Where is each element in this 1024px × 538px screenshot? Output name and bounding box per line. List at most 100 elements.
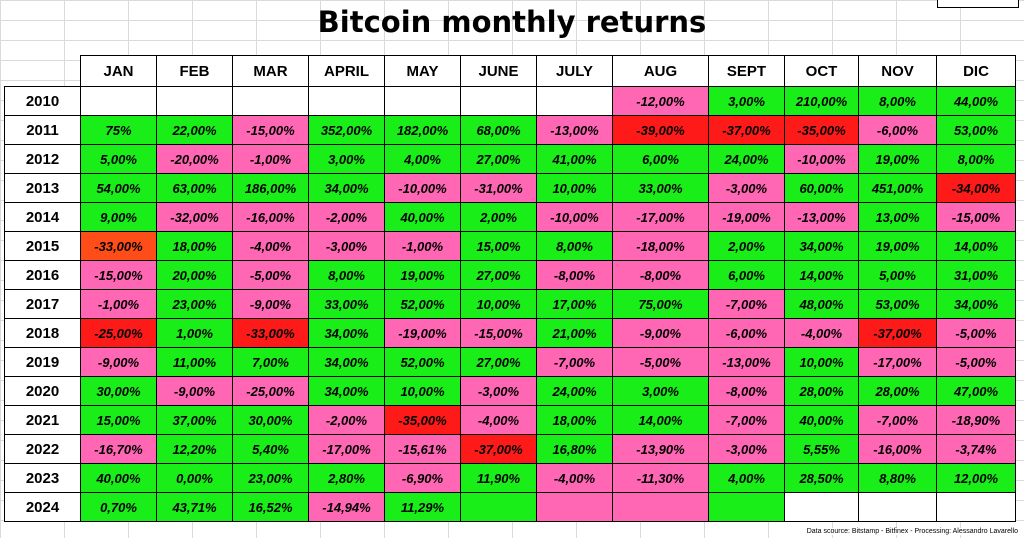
return-cell[interactable]: 8,00% — [308, 260, 385, 290]
return-cell[interactable]: 34,00% — [308, 318, 385, 348]
return-cell[interactable]: 19,00% — [858, 231, 937, 261]
return-cell[interactable]: 12,20% — [156, 434, 233, 464]
return-cell[interactable]: 23,00% — [232, 463, 309, 493]
return-cell[interactable]: -3,74% — [936, 434, 1016, 464]
return-cell[interactable]: 11,29% — [384, 492, 461, 522]
return-cell[interactable]: 4,00% — [708, 463, 785, 493]
return-cell[interactable]: -1,00% — [384, 231, 461, 261]
return-cell[interactable]: 182,00% — [384, 115, 461, 145]
return-cell[interactable]: 43,71% — [156, 492, 233, 522]
return-cell[interactable]: -16,00% — [858, 434, 937, 464]
return-cell[interactable]: 17,00% — [536, 289, 613, 319]
return-cell[interactable]: 27,00% — [460, 260, 537, 290]
return-cell[interactable]: 30,00% — [80, 376, 157, 406]
return-cell[interactable]: -11,30% — [612, 463, 709, 493]
return-cell[interactable]: 5,40% — [232, 434, 309, 464]
return-cell[interactable]: -9,00% — [156, 376, 233, 406]
return-cell[interactable]: -5,00% — [232, 260, 309, 290]
return-cell[interactable]: -16,70% — [80, 434, 157, 464]
return-cell[interactable]: 10,00% — [784, 347, 859, 377]
return-cell[interactable]: -6,00% — [858, 115, 937, 145]
return-cell[interactable]: -9,00% — [232, 289, 309, 319]
month-header-dic[interactable]: DIC — [936, 55, 1016, 87]
return-cell[interactable]: 30,00% — [232, 405, 309, 435]
month-header-feb[interactable]: FEB — [156, 55, 233, 87]
return-cell[interactable]: 8,80% — [858, 463, 937, 493]
return-cell[interactable]: 22,00% — [156, 115, 233, 145]
return-cell[interactable]: -3,00% — [708, 434, 785, 464]
return-cell[interactable]: -3,00% — [460, 376, 537, 406]
return-cell[interactable]: 0,00% — [156, 463, 233, 493]
return-cell[interactable]: -1,00% — [232, 144, 309, 174]
return-cell[interactable]: 10,00% — [384, 376, 461, 406]
return-cell[interactable]: 24,00% — [708, 144, 785, 174]
return-cell[interactable]: -39,00% — [612, 115, 709, 145]
return-cell[interactable]: -16,00% — [232, 202, 309, 232]
return-cell[interactable]: 14,00% — [936, 231, 1016, 261]
return-cell[interactable]: -4,00% — [460, 405, 537, 435]
return-cell[interactable] — [384, 86, 461, 116]
return-cell[interactable]: 24,00% — [536, 376, 613, 406]
month-header-oct[interactable]: OCT — [784, 55, 859, 87]
return-cell[interactable]: -8,00% — [536, 260, 613, 290]
return-cell[interactable]: 19,00% — [858, 144, 937, 174]
return-cell[interactable]: 1,00% — [156, 318, 233, 348]
return-cell[interactable] — [708, 492, 785, 522]
return-cell[interactable]: 75,00% — [612, 289, 709, 319]
return-cell[interactable]: 3,00% — [612, 376, 709, 406]
year-label[interactable]: 2017 — [4, 289, 81, 319]
year-label[interactable]: 2016 — [4, 260, 81, 290]
return-cell[interactable]: 352,00% — [308, 115, 385, 145]
return-cell[interactable]: -4,00% — [536, 463, 613, 493]
year-label[interactable]: 2011 — [4, 115, 81, 145]
return-cell[interactable]: 3,00% — [308, 144, 385, 174]
return-cell[interactable]: 48,00% — [784, 289, 859, 319]
return-cell[interactable]: -15,00% — [232, 115, 309, 145]
return-cell[interactable] — [308, 86, 385, 116]
return-cell[interactable]: 18,00% — [156, 231, 233, 261]
return-cell[interactable]: -17,00% — [308, 434, 385, 464]
return-cell[interactable]: -13,90% — [612, 434, 709, 464]
return-cell[interactable]: 8,00% — [936, 144, 1016, 174]
return-cell[interactable]: 5,00% — [858, 260, 937, 290]
return-cell[interactable] — [80, 86, 157, 116]
return-cell[interactable]: -19,00% — [384, 318, 461, 348]
return-cell[interactable]: 34,00% — [784, 231, 859, 261]
return-cell[interactable]: -8,00% — [708, 376, 785, 406]
return-cell[interactable]: -7,00% — [708, 289, 785, 319]
return-cell[interactable]: -35,00% — [384, 405, 461, 435]
return-cell[interactable]: 15,00% — [80, 405, 157, 435]
month-header-mar[interactable]: MAR — [232, 55, 309, 87]
year-label[interactable]: 2023 — [4, 463, 81, 493]
return-cell[interactable]: 41,00% — [536, 144, 613, 174]
return-cell[interactable]: -6,90% — [384, 463, 461, 493]
return-cell[interactable]: -10,00% — [384, 173, 461, 203]
return-cell[interactable]: -2,00% — [308, 405, 385, 435]
return-cell[interactable]: -15,00% — [80, 260, 157, 290]
return-cell[interactable]: 21,00% — [536, 318, 613, 348]
return-cell[interactable]: -3,00% — [708, 173, 785, 203]
return-cell[interactable]: -10,00% — [784, 144, 859, 174]
return-cell[interactable]: -8,00% — [612, 260, 709, 290]
return-cell[interactable]: 16,52% — [232, 492, 309, 522]
return-cell[interactable]: 4,00% — [384, 144, 461, 174]
return-cell[interactable]: 40,00% — [384, 202, 461, 232]
return-cell[interactable]: 52,00% — [384, 347, 461, 377]
return-cell[interactable]: -13,00% — [536, 115, 613, 145]
return-cell[interactable]: -1,00% — [80, 289, 157, 319]
return-cell[interactable]: 52,00% — [384, 289, 461, 319]
return-cell[interactable]: 31,00% — [936, 260, 1016, 290]
return-cell[interactable]: -18,90% — [936, 405, 1016, 435]
return-cell[interactable]: 3,00% — [708, 86, 785, 116]
month-header-sept[interactable]: SEPT — [708, 55, 785, 87]
return-cell[interactable]: 12,00% — [936, 463, 1016, 493]
return-cell[interactable]: 53,00% — [858, 289, 937, 319]
return-cell[interactable]: 44,00% — [936, 86, 1016, 116]
return-cell[interactable] — [784, 492, 859, 522]
return-cell[interactable]: -5,00% — [936, 347, 1016, 377]
return-cell[interactable] — [232, 86, 309, 116]
return-cell[interactable]: 34,00% — [936, 289, 1016, 319]
return-cell[interactable]: -7,00% — [536, 347, 613, 377]
return-cell[interactable]: 0,70% — [80, 492, 157, 522]
return-cell[interactable]: 2,00% — [708, 231, 785, 261]
